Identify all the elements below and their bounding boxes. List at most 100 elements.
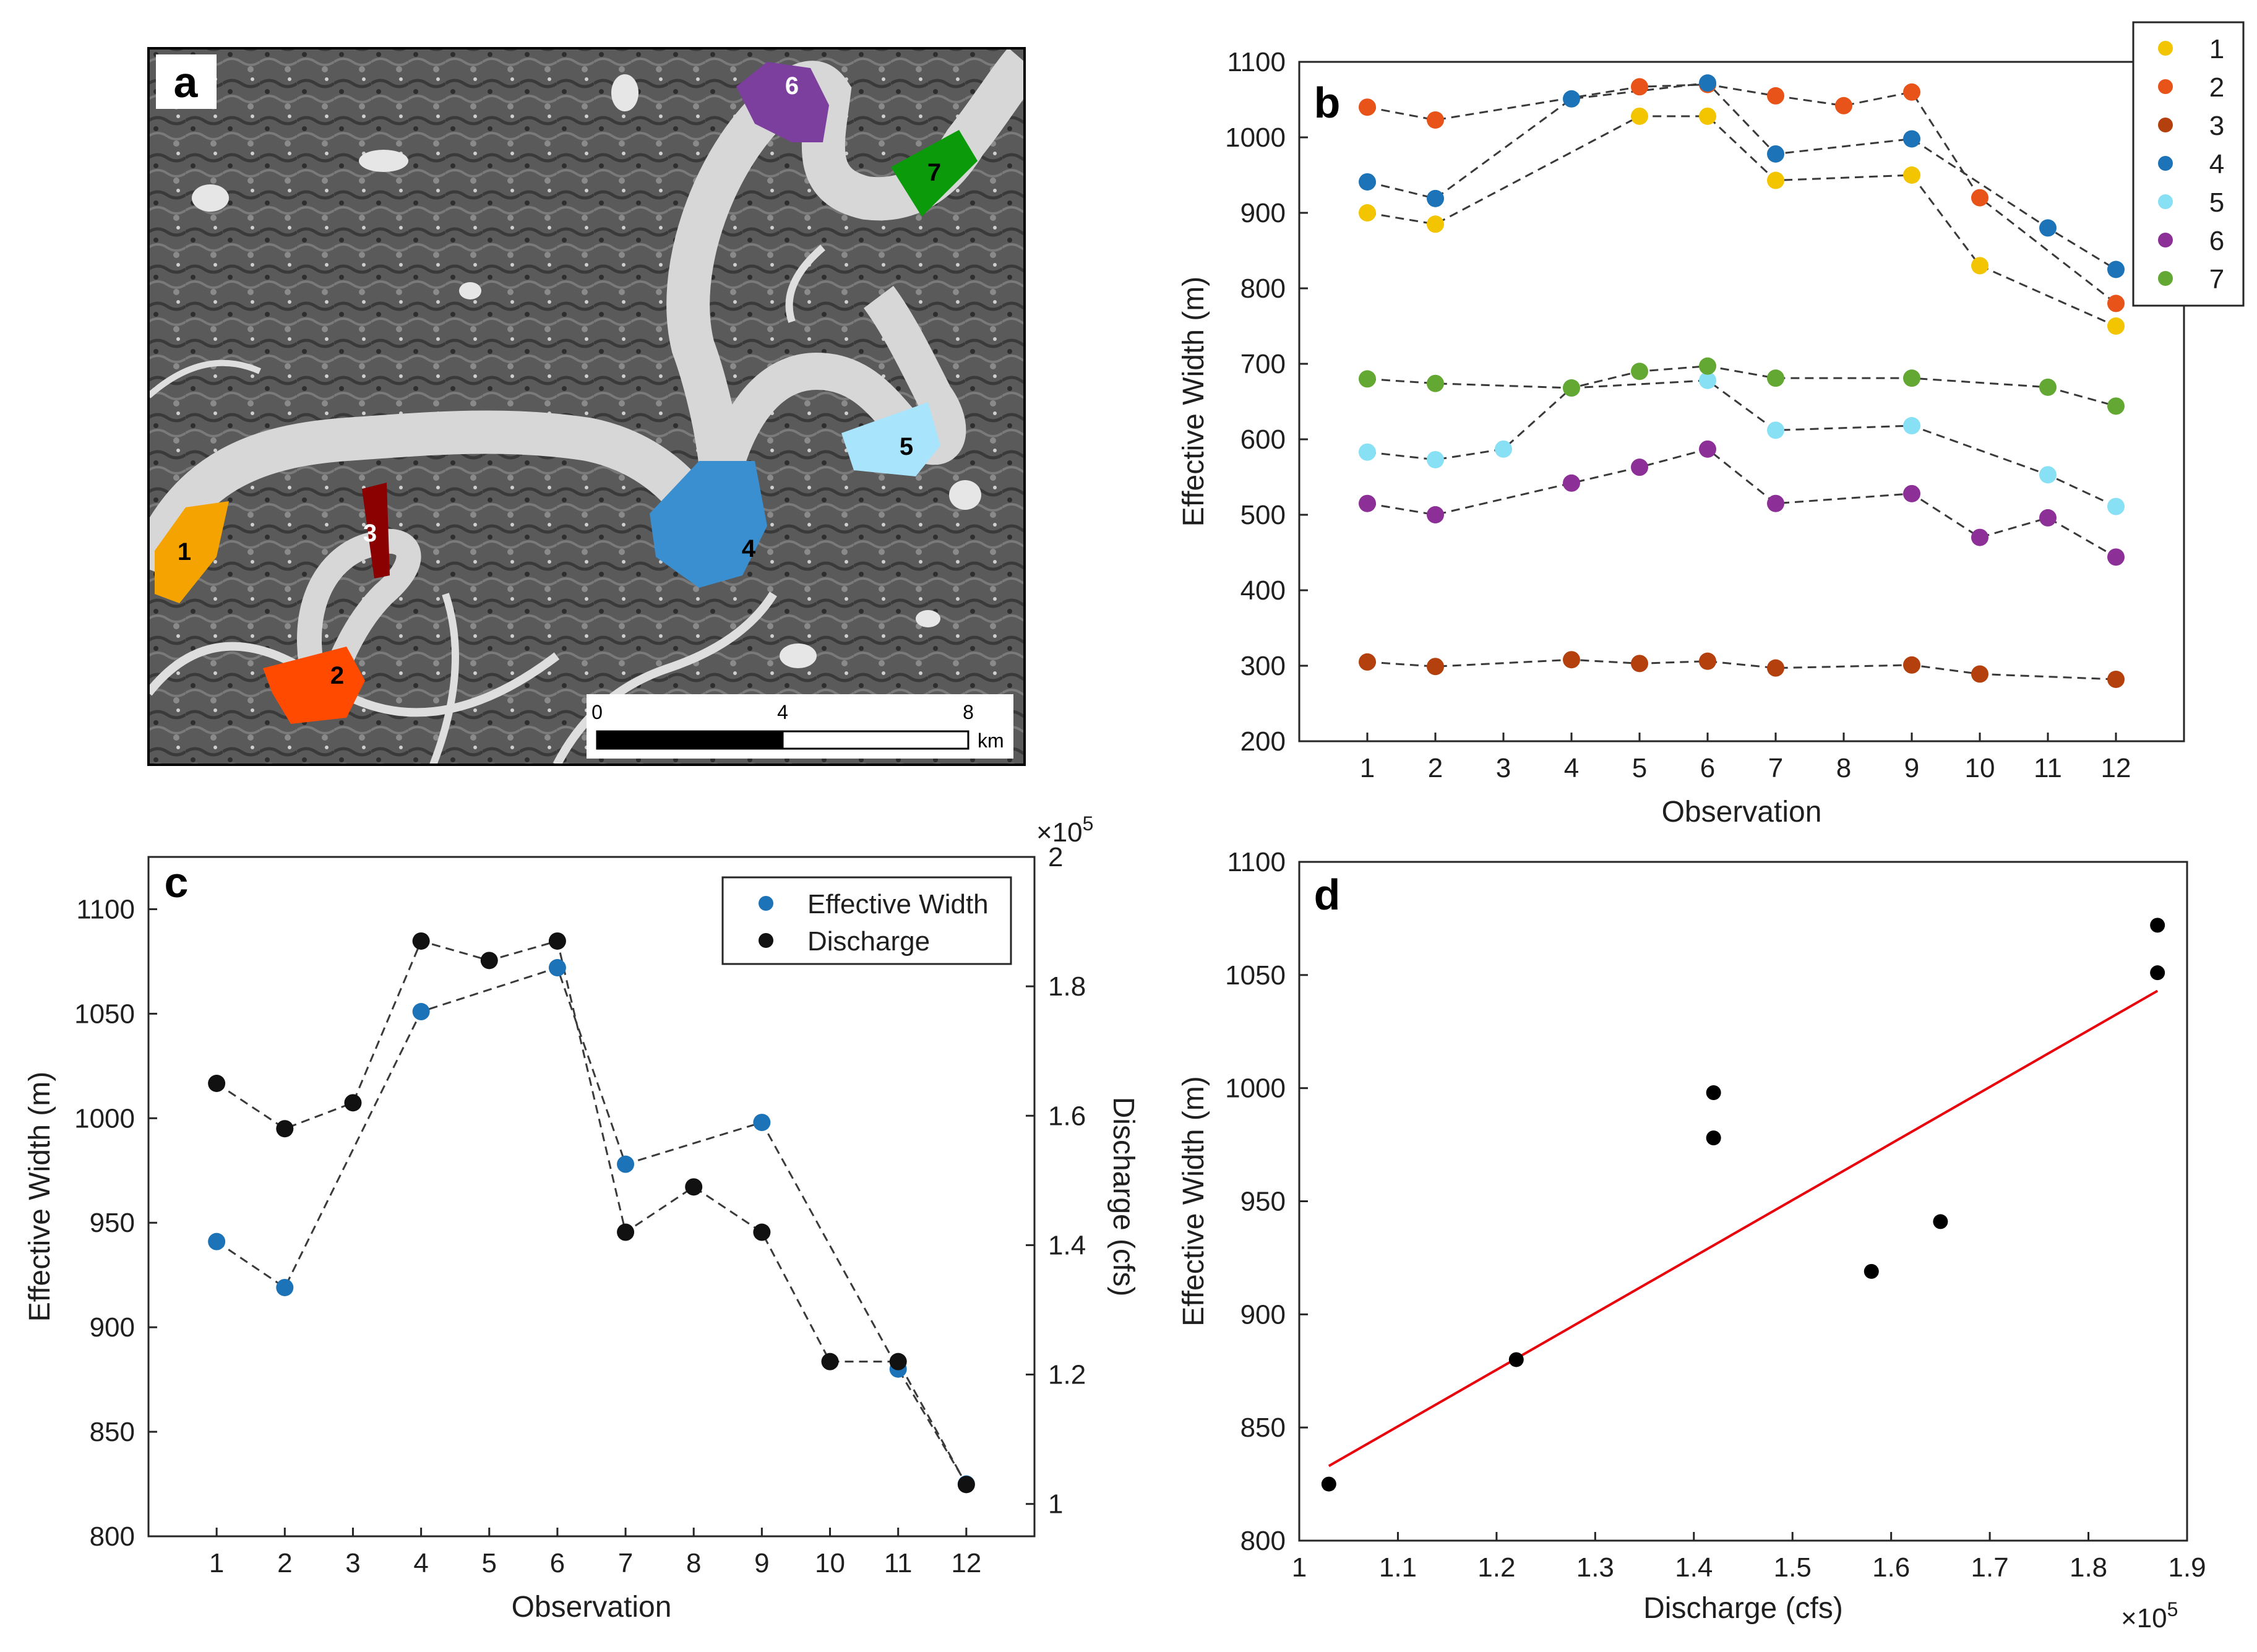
panel-d-xtick-label: 1.9 — [2168, 1552, 2206, 1583]
panel-b-point-series-7 — [1903, 369, 1920, 387]
panel-d-xtick-label: 1.8 — [2070, 1552, 2107, 1583]
panel-d-ytick-label: 1050 — [1225, 960, 1286, 991]
panel-b-point-series-6 — [2107, 548, 2125, 566]
panel-b-point-series-4 — [1359, 173, 1376, 191]
panel-c-ytick-right-label: 1 — [1048, 1489, 1063, 1520]
panel-c-xtick-label: 3 — [345, 1548, 360, 1578]
segment-3 — [362, 483, 390, 579]
panel-c-ytick-label: 900 — [90, 1312, 135, 1343]
panel-c-xtick-label: 9 — [754, 1548, 769, 1578]
panel-c-point — [480, 952, 498, 970]
panel-c-point — [753, 1114, 771, 1132]
panel-b-point-series-1 — [1767, 171, 1784, 189]
panel-b-xtick-label: 6 — [1700, 753, 1715, 783]
panel-c-xtick-label: 5 — [482, 1548, 497, 1578]
panel-b-legend-label-3: 3 — [2209, 111, 2224, 141]
panel-b-point-series-1 — [1359, 204, 1376, 222]
segment-5 — [841, 402, 940, 476]
panel-c-xtick-label: 8 — [686, 1548, 701, 1578]
panel-b-point-series-6 — [1359, 494, 1376, 512]
panel-c-legend — [721, 876, 1012, 965]
panel-b-point-series-2 — [1903, 83, 1920, 101]
panel-b-point-series-6 — [1767, 494, 1784, 512]
panel-b-point-series-2 — [1767, 87, 1784, 105]
panel-b-xtick-label: 4 — [1564, 753, 1579, 783]
panel-c-point — [685, 1178, 703, 1196]
panel-b-point-series-2 — [1631, 78, 1648, 96]
panel-b-legend-label-4: 4 — [2209, 149, 2224, 179]
panel-c-ytick-right-label: 1.4 — [1048, 1230, 1086, 1260]
panel-b-point-series-7 — [2107, 397, 2125, 415]
panel-b-point-series-7 — [1563, 379, 1580, 397]
panel-c-point — [412, 1003, 430, 1021]
segment-label-3: 3 — [363, 520, 377, 547]
panel-b-ytick-label: 700 — [1240, 349, 1286, 379]
panel-b-ytick-label: 600 — [1240, 424, 1286, 455]
segment-4 — [650, 461, 767, 588]
panel-b-point-series-4 — [1903, 130, 1920, 148]
panel-b-xtick-label: 5 — [1632, 753, 1647, 783]
panel-b-xtick-label: 1 — [1360, 753, 1375, 783]
panel-c-legend-label: Effective Width — [807, 889, 989, 919]
panel-b-ytick-label: 500 — [1240, 500, 1286, 530]
panel-b-point-series-3 — [1427, 658, 1444, 676]
panel-b-ytick-label: 800 — [1240, 273, 1286, 304]
panel-b-ytick-label: 400 — [1240, 575, 1286, 606]
panel-b-xlabel: Observation — [1662, 796, 1822, 828]
panel-c-point — [412, 932, 430, 950]
panel-c-point — [208, 1233, 226, 1250]
panel-c-point — [276, 1278, 294, 1296]
panel-d-ylabel: Effective Width (m) — [1177, 1076, 1210, 1327]
panel-b-point-series-2 — [1427, 111, 1444, 129]
panel-b-point-series-1 — [1699, 107, 1716, 125]
panel-d-point — [2150, 918, 2165, 933]
panel-d-exponent-label: ×105 — [2121, 1598, 2178, 1633]
panel-d-point — [2150, 965, 2165, 981]
panel-c-legend-marker — [759, 933, 773, 948]
panel-b-point-series-7 — [1699, 357, 1716, 375]
panel-b-ytick-label: 1100 — [1227, 47, 1286, 77]
segment-label-6: 6 — [785, 72, 799, 100]
panel-b-ylabel: Effective Width (m) — [1177, 277, 1210, 527]
panel-b-point-series-6 — [1699, 440, 1716, 458]
panel-b-point-series-1 — [1427, 215, 1444, 233]
panel-b-point-series-6 — [1427, 506, 1444, 523]
panel-b-series-line-6 — [1367, 448, 2117, 558]
panel-b-point-series-3 — [1631, 655, 1648, 673]
panel-b-xtick-label: 3 — [1496, 753, 1511, 783]
panel-b-point-series-3 — [2107, 670, 2125, 688]
panel-c-axes-box — [147, 856, 1036, 1538]
scalebar-unit: km — [978, 729, 1004, 752]
panel-label-c: c — [165, 858, 189, 906]
panel-d-xtick-label: 1.1 — [1379, 1552, 1417, 1583]
panel-d-ytick-label: 900 — [1240, 1299, 1286, 1330]
panel-b-ytick-label: 1000 — [1225, 123, 1286, 153]
panel-d-xtick-label: 1.2 — [1477, 1552, 1515, 1583]
panel-b-point-series-1 — [1631, 107, 1648, 125]
panel-d-fit-line — [1328, 989, 2159, 1468]
panel-b-series-line-5 — [1367, 379, 2117, 507]
panel-c-xtick-label: 1 — [209, 1548, 224, 1578]
scalebar-tick-8: 8 — [963, 701, 974, 723]
panel-b-point-series-6 — [1563, 474, 1580, 492]
panel-d-ytick-label: 950 — [1240, 1187, 1286, 1217]
panel-b-point-series-5 — [2039, 466, 2057, 484]
panel-c-xtick-label: 2 — [277, 1548, 292, 1578]
panel-c-point — [617, 1223, 635, 1241]
panel-b-point-series-5 — [1767, 421, 1784, 439]
scalebar-tick-0: 0 — [591, 701, 603, 723]
panel-b-point-series-1 — [1971, 257, 1988, 275]
panel-b-point-series-3 — [1971, 665, 1988, 683]
panel-b-point-series-5 — [1427, 450, 1444, 468]
panel-b-point-series-7 — [1767, 369, 1784, 387]
panel-b-legend-marker-7 — [2158, 271, 2173, 286]
panel-d-axes-box — [1298, 861, 2188, 1542]
panel-c-ytick-right-label: 2 — [1048, 842, 1063, 872]
panel-b-legend-label-5: 5 — [2209, 187, 2224, 218]
panel-d-xtick-label: 1 — [1292, 1552, 1307, 1583]
panel-d-ytick-label: 800 — [1240, 1526, 1286, 1556]
panel-a-map: 1 2 3 4 5 6 7 0 4 8 km a — [147, 47, 1026, 766]
panel-b-xtick-label: 7 — [1768, 753, 1783, 783]
